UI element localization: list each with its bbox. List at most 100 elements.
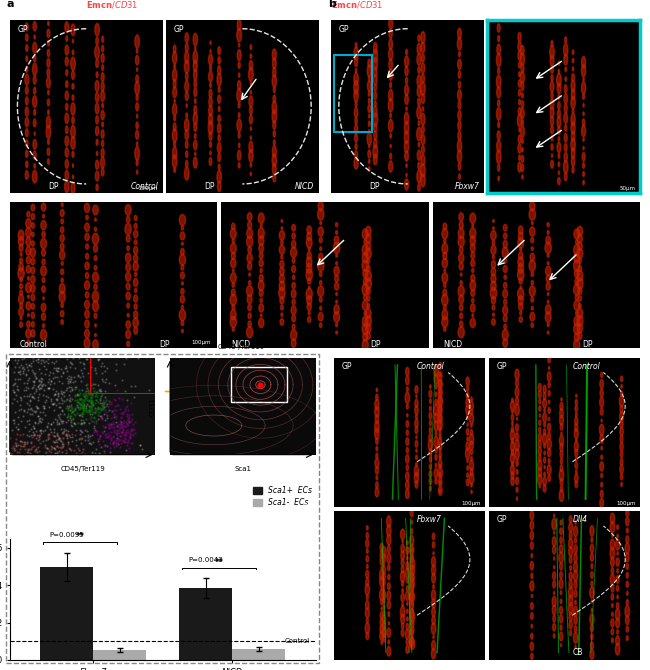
Point: [78, 403, 88, 413]
Point: [56, 386, 66, 397]
Polygon shape: [101, 36, 104, 42]
Polygon shape: [571, 80, 575, 92]
Polygon shape: [363, 278, 367, 285]
Polygon shape: [376, 482, 378, 488]
Point: [62, 436, 73, 447]
Polygon shape: [65, 159, 68, 168]
Polygon shape: [411, 589, 413, 592]
Polygon shape: [25, 34, 28, 41]
Polygon shape: [530, 312, 535, 321]
Point: [25, 438, 36, 448]
Point: [76, 399, 86, 409]
Point: [86, 395, 96, 405]
Polygon shape: [565, 37, 567, 44]
Polygon shape: [435, 446, 437, 453]
Point: [123, 415, 133, 425]
Point: [50, 448, 60, 459]
Point: [22, 362, 32, 373]
Polygon shape: [65, 57, 68, 66]
Polygon shape: [552, 537, 556, 546]
Polygon shape: [65, 91, 68, 100]
Polygon shape: [515, 369, 519, 380]
Polygon shape: [239, 73, 240, 78]
Polygon shape: [27, 295, 29, 298]
Polygon shape: [72, 94, 74, 100]
Polygon shape: [429, 412, 432, 419]
Polygon shape: [84, 338, 90, 348]
Polygon shape: [72, 50, 74, 55]
Polygon shape: [582, 56, 586, 68]
Polygon shape: [380, 576, 384, 587]
Polygon shape: [539, 427, 541, 432]
Polygon shape: [405, 392, 410, 403]
Polygon shape: [539, 414, 540, 417]
Polygon shape: [439, 415, 442, 424]
Polygon shape: [518, 257, 524, 267]
Point: [93, 409, 103, 420]
Polygon shape: [400, 571, 405, 582]
Polygon shape: [575, 470, 577, 474]
Polygon shape: [333, 242, 340, 254]
Polygon shape: [365, 316, 371, 326]
Polygon shape: [85, 253, 88, 259]
Point: [66, 358, 76, 369]
Point: [33, 442, 44, 452]
Polygon shape: [259, 289, 263, 297]
Polygon shape: [306, 288, 313, 299]
Point: [97, 368, 107, 379]
Polygon shape: [625, 517, 629, 526]
Point: [31, 444, 41, 454]
Point: [10, 421, 21, 432]
Point: [124, 411, 134, 422]
Point: [82, 399, 92, 410]
Point: [84, 396, 94, 407]
Point: [51, 429, 62, 440]
Polygon shape: [497, 75, 501, 88]
Point: [105, 438, 115, 449]
Point: [125, 425, 135, 436]
Polygon shape: [439, 442, 442, 450]
Polygon shape: [560, 520, 562, 525]
Point: [69, 405, 79, 415]
Polygon shape: [573, 570, 578, 582]
Point: [111, 434, 121, 445]
Point: [97, 414, 107, 425]
Point: [64, 356, 75, 367]
Polygon shape: [407, 413, 408, 417]
Polygon shape: [374, 421, 379, 432]
Point: [73, 384, 84, 395]
Polygon shape: [416, 395, 417, 398]
Polygon shape: [539, 399, 541, 404]
Point: [123, 426, 133, 437]
Point: [114, 421, 124, 432]
Polygon shape: [458, 28, 461, 39]
Polygon shape: [572, 50, 574, 54]
Polygon shape: [272, 49, 276, 60]
Point: [31, 433, 41, 444]
Polygon shape: [458, 228, 464, 239]
Polygon shape: [26, 247, 31, 255]
Polygon shape: [354, 80, 358, 94]
Polygon shape: [591, 572, 593, 578]
Polygon shape: [32, 42, 37, 54]
Point: [135, 440, 146, 451]
Polygon shape: [415, 399, 418, 407]
Point: [79, 405, 90, 416]
Polygon shape: [365, 584, 370, 596]
Polygon shape: [558, 109, 560, 118]
Point: [34, 431, 44, 442]
Polygon shape: [362, 229, 368, 239]
Point: [93, 403, 103, 414]
Polygon shape: [336, 293, 337, 295]
Point: [124, 417, 135, 427]
Point: [112, 427, 122, 438]
Polygon shape: [439, 489, 441, 492]
Point: [129, 391, 140, 402]
Point: [88, 427, 99, 438]
Polygon shape: [209, 71, 213, 82]
Polygon shape: [564, 84, 567, 93]
Point: [94, 433, 104, 444]
Polygon shape: [574, 616, 577, 624]
Polygon shape: [250, 127, 252, 131]
Point: [90, 395, 101, 405]
